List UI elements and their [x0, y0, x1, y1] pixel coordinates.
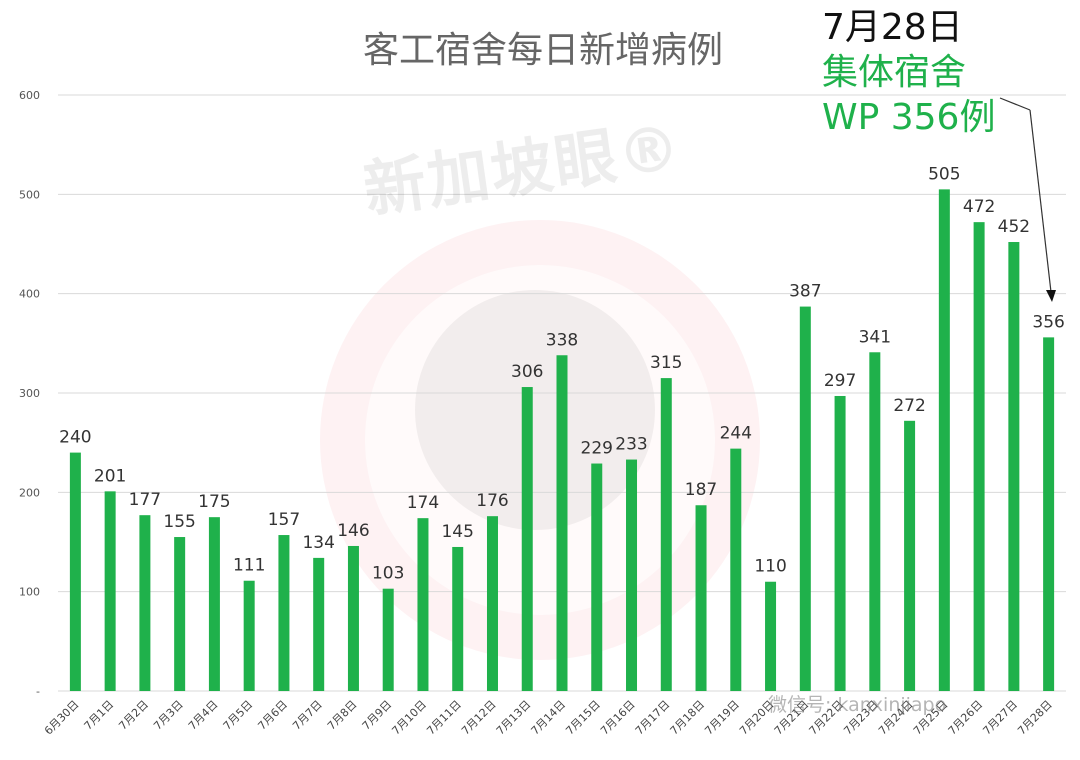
- x-tick-label: 7月27日: [980, 698, 1020, 738]
- bar: [660, 378, 672, 691]
- bar: [765, 581, 777, 691]
- data-label: 176: [476, 491, 508, 511]
- data-label: 505: [928, 164, 960, 184]
- x-tick-label: 7月11日: [424, 698, 464, 738]
- data-label: 134: [302, 533, 334, 553]
- x-tick-label: 7月3日: [151, 698, 186, 733]
- bar: [1043, 337, 1055, 691]
- bar: [208, 517, 220, 691]
- x-tick-label: 7月5日: [221, 698, 256, 733]
- data-label: 452: [998, 217, 1030, 237]
- data-label: 103: [372, 564, 404, 584]
- bar: [243, 580, 255, 691]
- x-tick-label: 7月18日: [668, 698, 708, 738]
- data-label: 244: [720, 424, 752, 444]
- bar: [799, 306, 811, 691]
- chart-title: 客工宿舍每日新增病例: [363, 30, 723, 71]
- data-label: 272: [893, 396, 925, 416]
- bar: [1008, 242, 1020, 691]
- data-label: 229: [581, 439, 613, 459]
- data-label: 306: [511, 362, 543, 382]
- bar: [938, 189, 950, 691]
- bar: [904, 420, 916, 691]
- bar: [104, 491, 116, 691]
- x-tick-label: 7月26日: [946, 698, 986, 738]
- bar: [486, 516, 498, 691]
- data-label: 387: [789, 282, 821, 302]
- annotation-date: 7月28日: [822, 7, 963, 48]
- x-tick-label: 7月17日: [633, 698, 673, 738]
- bar: [695, 505, 707, 691]
- x-tick-label: 7月12日: [459, 698, 499, 738]
- bar: [521, 387, 533, 691]
- bar: [626, 459, 638, 691]
- bar: [556, 355, 568, 691]
- bar: [278, 535, 290, 691]
- x-tick-label: 7月2日: [116, 698, 151, 733]
- y-tick-label: 200: [19, 486, 40, 499]
- data-label: 146: [337, 521, 369, 541]
- data-label: 111: [233, 556, 265, 576]
- bar: [452, 546, 464, 691]
- bar: [174, 537, 186, 691]
- data-label: 177: [129, 490, 161, 510]
- bar: [347, 545, 359, 691]
- y-tick-label: 500: [19, 188, 40, 201]
- y-axis: - 100 200 300 400 500 600: [19, 89, 40, 698]
- data-label: 341: [859, 327, 891, 347]
- bar: [382, 588, 394, 691]
- x-tick-label: 7月19日: [702, 698, 742, 738]
- bar: [834, 395, 846, 691]
- data-label: 233: [615, 435, 647, 455]
- data-label: 240: [59, 428, 91, 448]
- data-label: 145: [441, 522, 473, 542]
- data-label: 157: [268, 510, 300, 530]
- data-label: 174: [407, 493, 439, 513]
- x-tick-label: 7月28日: [1015, 698, 1055, 738]
- data-label: 155: [163, 512, 195, 532]
- bar: [139, 515, 151, 691]
- data-label: 175: [198, 492, 230, 512]
- bar: [417, 518, 429, 691]
- data-label: 201: [94, 466, 126, 486]
- y-tick-label: 300: [19, 387, 40, 400]
- bar: [313, 557, 325, 691]
- bar: [69, 452, 81, 691]
- x-tick-label: 7月6日: [255, 698, 290, 733]
- bars: [69, 189, 1055, 691]
- x-tick-label: 7月13日: [494, 698, 534, 738]
- y-tick-label: -: [36, 685, 40, 698]
- x-tick-label: 6月30日: [42, 698, 82, 738]
- y-tick-label: 100: [19, 586, 40, 599]
- bar: [730, 448, 742, 691]
- data-label: 356: [1032, 312, 1064, 332]
- bar: [973, 222, 985, 691]
- x-tick-label: 7月16日: [598, 698, 638, 738]
- annotation-wp-count: WP 356例: [822, 97, 996, 138]
- x-tick-label: 7月1日: [82, 698, 117, 733]
- y-tick-label: 600: [19, 89, 40, 102]
- wechat-id: 微信号: kanxinjiapo: [768, 694, 947, 716]
- data-label: 472: [963, 197, 995, 217]
- y-tick-label: 400: [19, 288, 40, 301]
- x-tick-label: 7月10日: [389, 698, 429, 738]
- x-tick-label: 7月7日: [290, 698, 325, 733]
- x-tick-label: 7月15日: [563, 698, 603, 738]
- data-label: 338: [546, 330, 578, 350]
- data-label: 110: [754, 557, 786, 577]
- data-label: 297: [824, 371, 856, 391]
- bar: [869, 352, 881, 691]
- annotation-arrow: [999, 97, 1056, 302]
- data-label: 315: [650, 353, 682, 373]
- x-tick-label: 7月4日: [186, 698, 221, 733]
- annotation-dormitory: 集体宿舍: [822, 52, 967, 93]
- x-tick-label: 7月8日: [325, 698, 360, 733]
- bar: [591, 463, 603, 691]
- x-tick-label: 7月14日: [529, 698, 569, 738]
- data-label: 187: [685, 480, 717, 500]
